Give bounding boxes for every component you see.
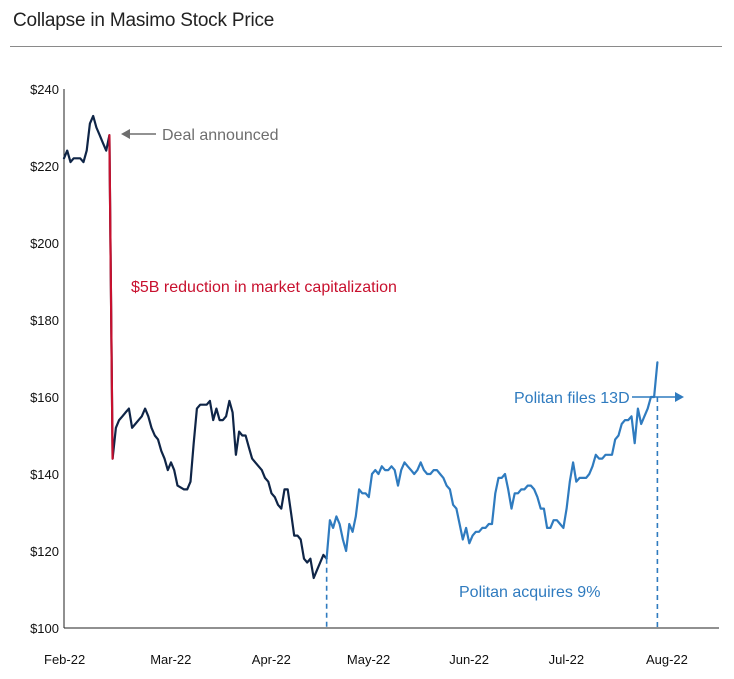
- files-arrow-head: [675, 392, 684, 402]
- series-line-before-politan: [62, 114, 328, 580]
- marker-layer: [325, 397, 659, 628]
- y-tick-label: $180: [30, 313, 59, 328]
- deal-annotation: Deal announced: [162, 127, 279, 144]
- x-tick-label: May-22: [347, 652, 390, 667]
- y-tick-label: $240: [30, 82, 59, 97]
- y-tick-label: $200: [30, 236, 59, 251]
- x-tick-label: Aug-22: [646, 652, 688, 667]
- y-tick-label: $100: [30, 621, 59, 636]
- x-tick-label: Apr-22: [252, 652, 291, 667]
- y-tick-label: $120: [30, 544, 59, 559]
- files-annotation: Politan files 13D: [514, 390, 630, 407]
- y-tick-label: $220: [30, 159, 59, 174]
- annotations: Deal announced $5B reduction in market c…: [121, 127, 684, 601]
- reduction-annotation: $5B reduction in market capitalization: [131, 279, 397, 296]
- series-line-after-politan: [325, 361, 659, 560]
- x-tick-label: Jun-22: [449, 652, 489, 667]
- y-tick-label: $160: [30, 390, 59, 405]
- x-tick-label: Feb-22: [44, 652, 85, 667]
- acquires-annotation: Politan acquires 9%: [459, 584, 600, 601]
- series-line-drop: [108, 134, 114, 460]
- y-tick-label: $140: [30, 467, 59, 482]
- title-divider: [10, 46, 722, 47]
- chart-title: Collapse in Masimo Stock Price: [13, 10, 275, 31]
- x-tick-label: Mar-22: [150, 652, 191, 667]
- series-layer: [62, 114, 659, 580]
- deal-arrow-head: [121, 129, 130, 139]
- x-tick-label: Jul-22: [549, 652, 584, 667]
- axes: $100 $120 $140 $160 $180 $200 $220 $240 Feb-22 Ma…: [30, 82, 719, 667]
